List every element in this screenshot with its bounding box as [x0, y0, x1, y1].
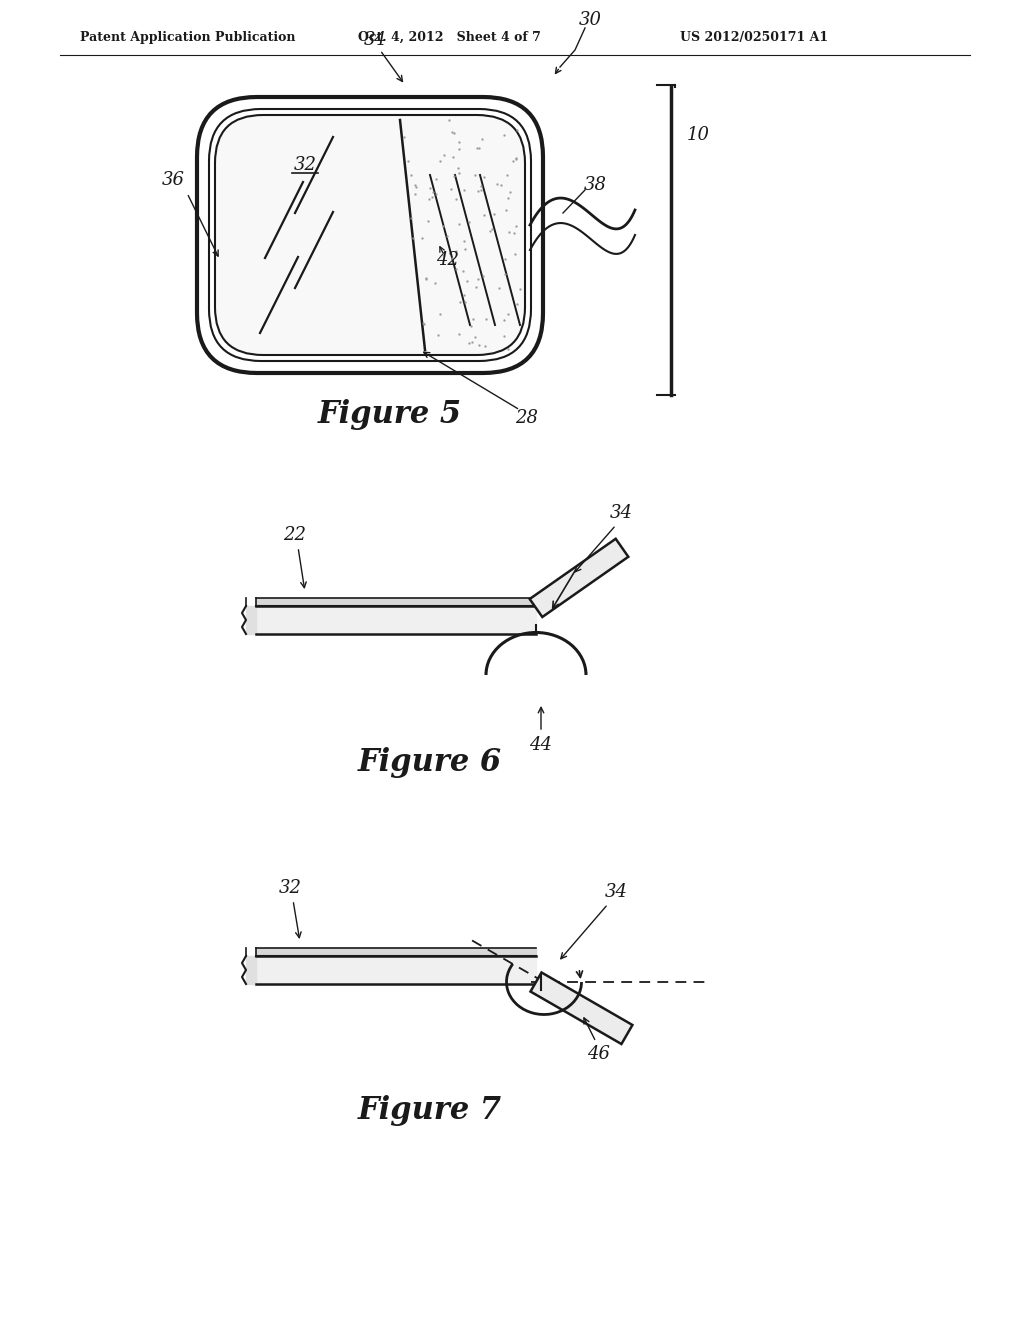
Text: 30: 30: [579, 11, 601, 29]
Polygon shape: [246, 606, 256, 634]
Text: 44: 44: [529, 737, 553, 754]
Text: 10: 10: [687, 125, 710, 144]
Text: Figure 7: Figure 7: [358, 1094, 502, 1126]
Polygon shape: [246, 956, 256, 983]
Text: 34: 34: [609, 504, 633, 521]
Text: 46: 46: [588, 1045, 610, 1063]
Polygon shape: [256, 948, 536, 956]
Text: US 2012/0250171 A1: US 2012/0250171 A1: [680, 30, 828, 44]
Polygon shape: [256, 606, 536, 634]
Text: Figure 6: Figure 6: [358, 747, 502, 777]
Text: 34: 34: [604, 883, 628, 902]
Text: 38: 38: [584, 176, 606, 194]
Text: Figure 5: Figure 5: [317, 400, 462, 430]
Polygon shape: [256, 956, 536, 983]
Text: 42: 42: [436, 251, 460, 269]
Text: 32: 32: [279, 879, 301, 898]
Text: Oct. 4, 2012   Sheet 4 of 7: Oct. 4, 2012 Sheet 4 of 7: [358, 30, 541, 44]
FancyBboxPatch shape: [215, 115, 525, 355]
Text: 22: 22: [284, 525, 306, 544]
Text: Patent Application Publication: Patent Application Publication: [80, 30, 296, 44]
Polygon shape: [530, 973, 633, 1044]
Text: 34: 34: [364, 30, 386, 49]
Text: 36: 36: [162, 172, 184, 189]
Polygon shape: [256, 598, 536, 606]
Polygon shape: [529, 539, 629, 616]
Text: 28: 28: [515, 409, 538, 426]
Text: 32: 32: [294, 156, 316, 174]
